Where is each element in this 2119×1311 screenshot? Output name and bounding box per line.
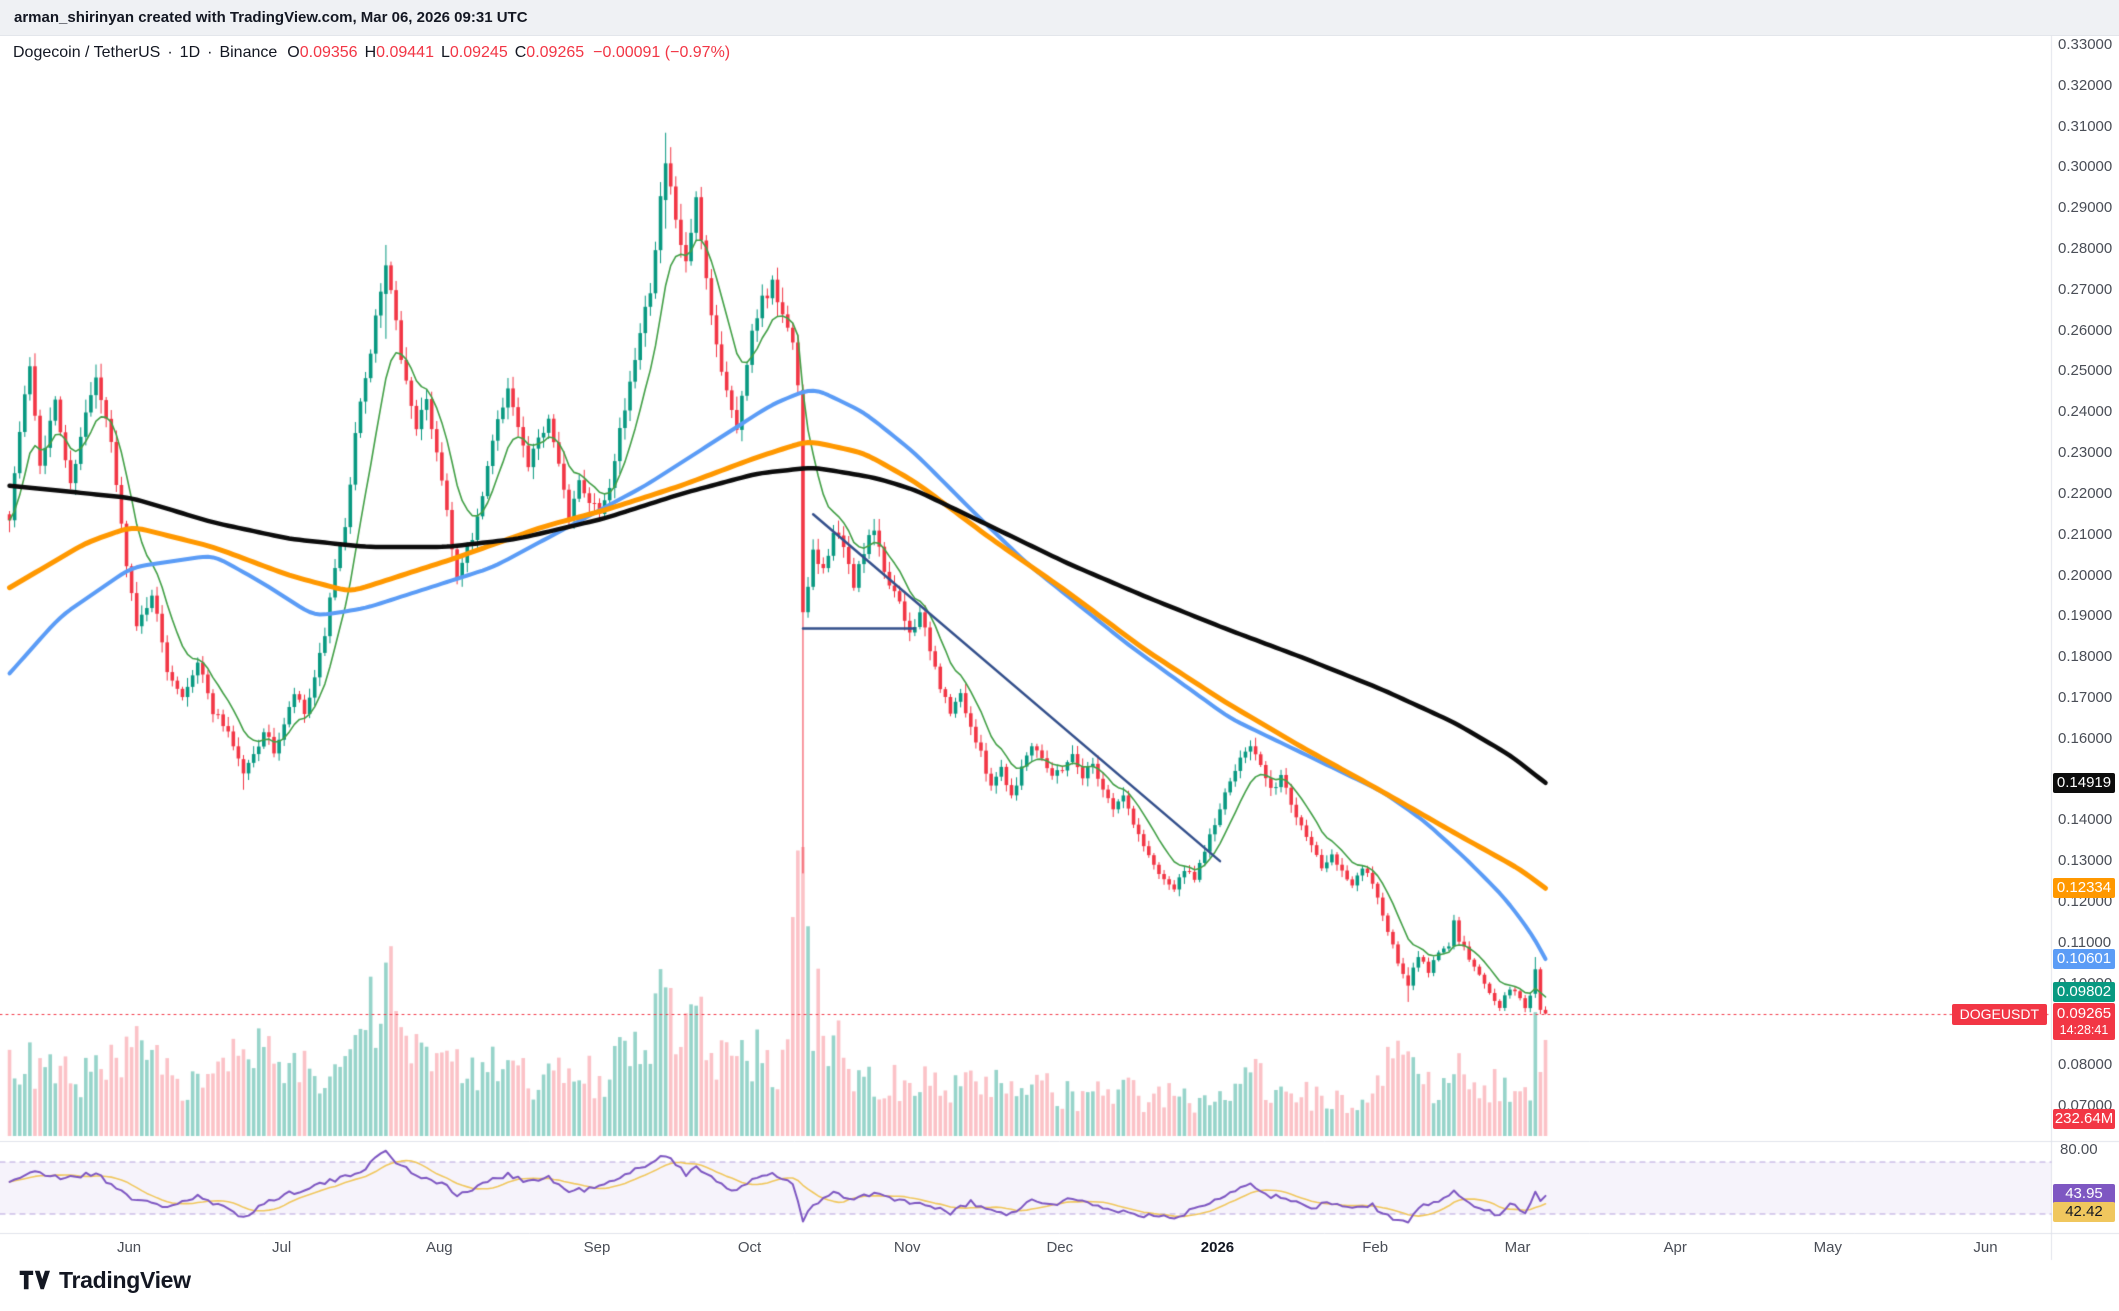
time-axis-label: Feb (1362, 1239, 1389, 1256)
time-axis[interactable]: Jun Jul Aug Sep Oct Nov Dec 2026 Feb Mar Apr May Jun (0, 1233, 2119, 1263)
volume-value-label: 232.64M (2053, 1109, 2115, 1129)
price-axis[interactable]: 0.33000 0.32000 0.31000 0.30000 0.29000 0.280… (2051, 36, 2119, 1260)
price-axis-label: 0.27000 (2058, 280, 2113, 298)
price-axis-label: 0.14000 (2058, 811, 2113, 829)
price-axis-label: 0.32000 (2058, 76, 2113, 94)
rsi-axis-80-label: 80.00 (2060, 1141, 2098, 1158)
rsi-ma-value-label: 42.42 (2053, 1201, 2115, 1222)
price-axis-label: 0.13000 (2058, 852, 2113, 870)
time-axis-label: Nov (893, 1239, 921, 1256)
exchange-label: Binance (219, 44, 278, 61)
ma9-price-label: 0.09802 (2053, 981, 2115, 1002)
legend-change: −0.00091 (−0.97%) (593, 44, 731, 61)
time-axis-label: Oct (737, 1239, 762, 1256)
price-axis-label: 0.29000 (2058, 199, 2113, 217)
legend-separator: · (207, 44, 213, 61)
legend-ohlc-value: O0.09356 (287, 44, 358, 61)
price-axis-label: 0.24000 (2058, 403, 2113, 421)
price-axis-label: 0.28000 (2058, 240, 2113, 258)
price-axis-label: 0.20000 (2058, 566, 2113, 584)
time-axis-label: 2026 (1200, 1239, 1235, 1256)
symbol-price-flag: DOGEUSDT (1951, 1003, 2047, 1025)
price-axis-label: 0.21000 (2058, 525, 2113, 543)
legend-ohlc-value: C0.09265 (514, 44, 585, 61)
time-axis-label: Jun (1973, 1239, 1998, 1256)
price-axis-label: 0.18000 (2058, 648, 2113, 666)
price-axis-label: 0.17000 (2058, 688, 2113, 706)
price-axis-label: 0.26000 (2058, 321, 2113, 339)
legend-ohlc-value: H0.09441 (364, 44, 434, 61)
attribution-text: arman_shirinyan created with TradingView… (14, 9, 528, 26)
price-axis-label: 0.08000 (2058, 1056, 2113, 1074)
price-axis-label: 0.11000 (2058, 933, 2112, 951)
chart-legend: Dogecoin / TetherUS · 1D · Binance O0.09… (13, 44, 730, 62)
last-price-label: 0.09265 14:28:41 (2053, 1002, 2115, 1040)
legend-ohlc: O0.09356 H0.09441 L0.09245 C0.09265 (287, 44, 591, 62)
rsi-value-label: 43.95 (2053, 1183, 2115, 1204)
price-axis-label: 0.23000 (2058, 444, 2113, 462)
price-axis-label: 0.31000 (2058, 117, 2113, 135)
tradingview-logo[interactable]: TradingView (18, 1266, 191, 1294)
interval-label[interactable]: 1D (179, 44, 201, 61)
time-axis-label: Apr (1663, 1239, 1687, 1256)
time-axis-label: Dec (1046, 1239, 1074, 1256)
tradingview-logo-text: TradingView (59, 1266, 191, 1293)
time-axis-label: Mar (1504, 1239, 1531, 1256)
attribution-bar: arman_shirinyan created with TradingView… (0, 0, 2119, 36)
time-axis-label: Aug (425, 1239, 453, 1256)
price-axis-label: 0.33000 (2058, 36, 2113, 53)
price-axis-label: 0.19000 (2058, 607, 2113, 625)
ma50-price-label: 0.10601 (2053, 949, 2115, 970)
bar-countdown: 14:28:41 (2059, 1022, 2109, 1037)
ma100-price-label: 0.12334 (2053, 878, 2115, 899)
time-axis-label: Jun (116, 1239, 142, 1256)
time-axis-label: May (1813, 1239, 1842, 1256)
tradingview-icon (19, 1270, 50, 1290)
legend-ohlc-value: L0.09245 (440, 44, 508, 61)
price-axis-label: 0.30000 (2058, 158, 2113, 176)
price-axis-label: 0.16000 (2058, 729, 2113, 747)
last-price-value: 0.09265 (2056, 1004, 2112, 1022)
time-axis-label: Sep (583, 1239, 611, 1256)
time-axis-label: Jul (272, 1239, 292, 1256)
legend-separator: · (167, 44, 173, 61)
ma200-price-label: 0.14919 (2053, 772, 2115, 793)
price-axis-label: 0.22000 (2058, 484, 2113, 502)
symbol-title[interactable]: Dogecoin / TetherUS (13, 44, 161, 61)
price-axis-label: 0.25000 (2058, 362, 2113, 380)
